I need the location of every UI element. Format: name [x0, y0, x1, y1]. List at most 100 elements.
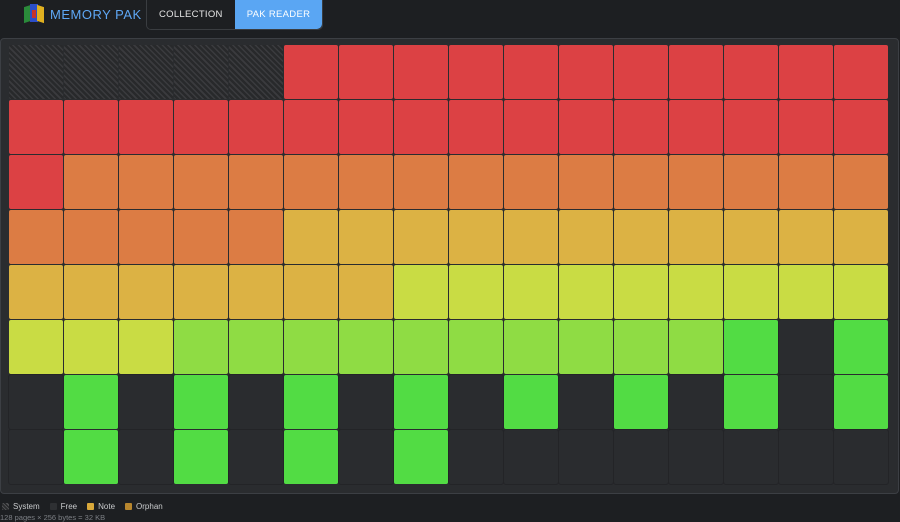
page-cell-used[interactable] — [779, 45, 833, 99]
page-cell-used[interactable] — [9, 210, 63, 264]
page-cell-used[interactable] — [64, 320, 118, 374]
page-cell-used[interactable] — [64, 265, 118, 319]
page-cell-used[interactable] — [394, 45, 448, 99]
page-cell-system[interactable] — [119, 45, 173, 99]
page-cell-free[interactable] — [8, 429, 64, 485]
page-cell-used[interactable] — [174, 100, 228, 154]
page-cell-used[interactable] — [559, 155, 613, 209]
page-cell-used[interactable] — [64, 210, 118, 264]
brand[interactable]: MEMORY PAK — [24, 1, 142, 27]
tab-pak-reader[interactable]: PAK READER — [234, 0, 323, 29]
page-cell-used[interactable] — [724, 45, 778, 99]
page-cell-free[interactable] — [338, 374, 394, 430]
page-cell-used[interactable] — [669, 265, 723, 319]
page-cell-used[interactable] — [284, 430, 338, 484]
page-cell-free[interactable] — [448, 429, 504, 485]
page-cell-used[interactable] — [614, 100, 668, 154]
page-cell-used[interactable] — [504, 375, 558, 429]
page-cell-used[interactable] — [339, 100, 393, 154]
page-cell-used[interactable] — [724, 100, 778, 154]
page-cell-used[interactable] — [284, 155, 338, 209]
page-cell-used[interactable] — [9, 100, 63, 154]
page-cell-used[interactable] — [174, 155, 228, 209]
page-cell-used[interactable] — [284, 100, 338, 154]
page-cell-used[interactable] — [119, 210, 173, 264]
page-cell-used[interactable] — [779, 100, 833, 154]
page-cell-used[interactable] — [559, 210, 613, 264]
page-cell-used[interactable] — [229, 265, 283, 319]
page-cell-used[interactable] — [449, 155, 503, 209]
page-cell-used[interactable] — [779, 265, 833, 319]
page-cell-used[interactable] — [834, 100, 888, 154]
page-cell-used[interactable] — [394, 430, 448, 484]
page-cell-used[interactable] — [394, 320, 448, 374]
page-cell-used[interactable] — [834, 265, 888, 319]
page-cell-used[interactable] — [834, 210, 888, 264]
page-cell-used[interactable] — [284, 265, 338, 319]
page-cell-used[interactable] — [669, 155, 723, 209]
page-cell-free[interactable] — [778, 374, 834, 430]
page-cell-used[interactable] — [724, 210, 778, 264]
page-cell-used[interactable] — [504, 265, 558, 319]
page-cell-used[interactable] — [64, 375, 118, 429]
page-cell-used[interactable] — [119, 155, 173, 209]
page-cell-used[interactable] — [449, 100, 503, 154]
page-cell-used[interactable] — [724, 265, 778, 319]
page-cell-free[interactable] — [228, 429, 284, 485]
page-cell-free[interactable] — [723, 429, 779, 485]
page-cell-used[interactable] — [504, 155, 558, 209]
page-cell-used[interactable] — [394, 265, 448, 319]
page-cell-free[interactable] — [613, 429, 669, 485]
page-cell-used[interactable] — [669, 45, 723, 99]
page-cell-used[interactable] — [394, 100, 448, 154]
page-cell-used[interactable] — [64, 100, 118, 154]
page-cell-used[interactable] — [669, 320, 723, 374]
page-cell-used[interactable] — [229, 155, 283, 209]
page-cell-system[interactable] — [64, 45, 118, 99]
page-cell-free[interactable] — [668, 374, 724, 430]
page-cell-used[interactable] — [339, 155, 393, 209]
page-cell-used[interactable] — [394, 210, 448, 264]
page-cell-free[interactable] — [503, 429, 559, 485]
page-cell-used[interactable] — [174, 265, 228, 319]
page-cell-used[interactable] — [504, 320, 558, 374]
page-cell-used[interactable] — [449, 210, 503, 264]
page-cell-used[interactable] — [559, 100, 613, 154]
page-cell-used[interactable] — [229, 210, 283, 264]
page-cell-used[interactable] — [504, 210, 558, 264]
page-cell-used[interactable] — [119, 265, 173, 319]
page-cell-free[interactable] — [833, 429, 889, 485]
tab-collection[interactable]: COLLECTION — [147, 0, 235, 29]
page-cell-used[interactable] — [779, 210, 833, 264]
page-cell-used[interactable] — [339, 210, 393, 264]
page-cell-used[interactable] — [669, 210, 723, 264]
page-cell-used[interactable] — [504, 100, 558, 154]
page-cell-used[interactable] — [834, 45, 888, 99]
page-cell-used[interactable] — [724, 375, 778, 429]
page-cell-used[interactable] — [394, 375, 448, 429]
page-cell-system[interactable] — [9, 45, 63, 99]
page-cell-system[interactable] — [174, 45, 228, 99]
page-cell-used[interactable] — [64, 155, 118, 209]
page-cell-used[interactable] — [559, 45, 613, 99]
page-cell-free[interactable] — [118, 429, 174, 485]
page-cell-used[interactable] — [229, 100, 283, 154]
page-cell-used[interactable] — [9, 155, 63, 209]
page-cell-used[interactable] — [9, 265, 63, 319]
page-cell-used[interactable] — [119, 320, 173, 374]
page-cell-used[interactable] — [284, 375, 338, 429]
page-cell-used[interactable] — [339, 320, 393, 374]
page-cell-free[interactable] — [448, 374, 504, 430]
page-cell-used[interactable] — [449, 45, 503, 99]
page-cell-used[interactable] — [614, 210, 668, 264]
page-cell-used[interactable] — [559, 265, 613, 319]
page-cell-free[interactable] — [778, 319, 834, 375]
page-cell-used[interactable] — [394, 155, 448, 209]
page-cell-used[interactable] — [724, 320, 778, 374]
page-cell-used[interactable] — [449, 320, 503, 374]
page-cell-used[interactable] — [229, 320, 283, 374]
page-cell-used[interactable] — [724, 155, 778, 209]
page-cell-used[interactable] — [834, 155, 888, 209]
page-cell-used[interactable] — [834, 320, 888, 374]
page-cell-used[interactable] — [119, 100, 173, 154]
